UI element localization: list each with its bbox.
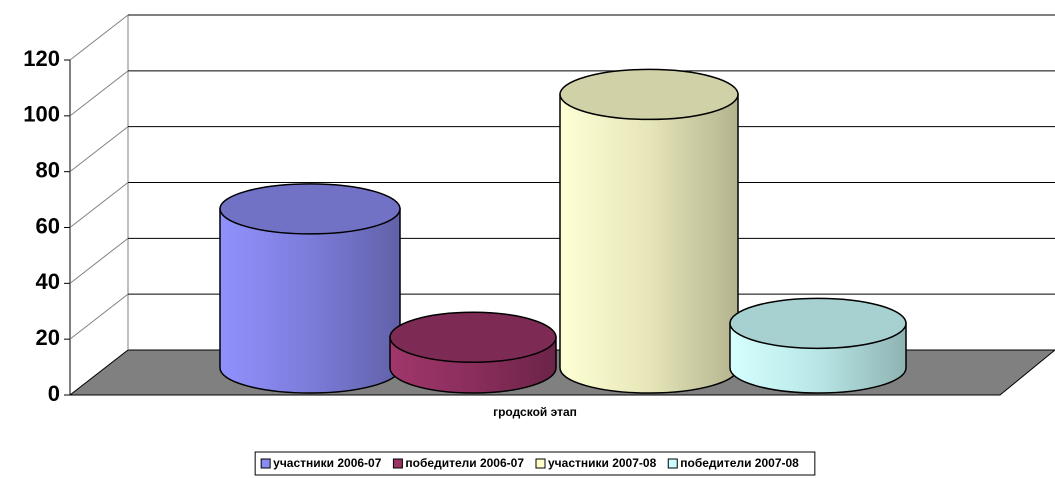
grid-line bbox=[69, 126, 129, 173]
legend-label: участники 2006-07 bbox=[273, 456, 382, 470]
legend-label: победители 2006-07 bbox=[405, 456, 524, 470]
legend-swatch bbox=[535, 458, 546, 469]
x-category-label: гродской этап bbox=[493, 405, 577, 419]
grid-line bbox=[69, 14, 129, 61]
legend bbox=[254, 451, 816, 476]
cylinder-body bbox=[219, 208, 401, 394]
legend-swatch bbox=[667, 458, 678, 469]
y-tick-label: 60 bbox=[36, 213, 60, 238]
legend-swatch bbox=[260, 458, 271, 469]
y-tick-label: 0 bbox=[48, 381, 60, 406]
legend-label: победители 2007-08 bbox=[680, 456, 799, 470]
y-tick-label: 80 bbox=[36, 157, 60, 182]
legend-label: участники 2007-08 bbox=[548, 456, 657, 470]
cylinder-body bbox=[559, 93, 739, 394]
grid-line bbox=[69, 182, 129, 228]
cylinder-top bbox=[729, 297, 907, 350]
y-tick-label: 120 bbox=[23, 46, 60, 71]
cylinder-top bbox=[559, 68, 739, 121]
grid-line bbox=[69, 70, 129, 117]
y-tick-label: 20 bbox=[36, 325, 60, 350]
legend-swatch bbox=[392, 458, 403, 469]
y-tick-label: 40 bbox=[36, 269, 60, 294]
y-tick-label: 100 bbox=[23, 102, 60, 127]
grid-line bbox=[69, 237, 129, 284]
cylinder-top bbox=[389, 311, 557, 364]
cylinder-top bbox=[219, 183, 401, 235]
grid-line bbox=[69, 293, 129, 340]
